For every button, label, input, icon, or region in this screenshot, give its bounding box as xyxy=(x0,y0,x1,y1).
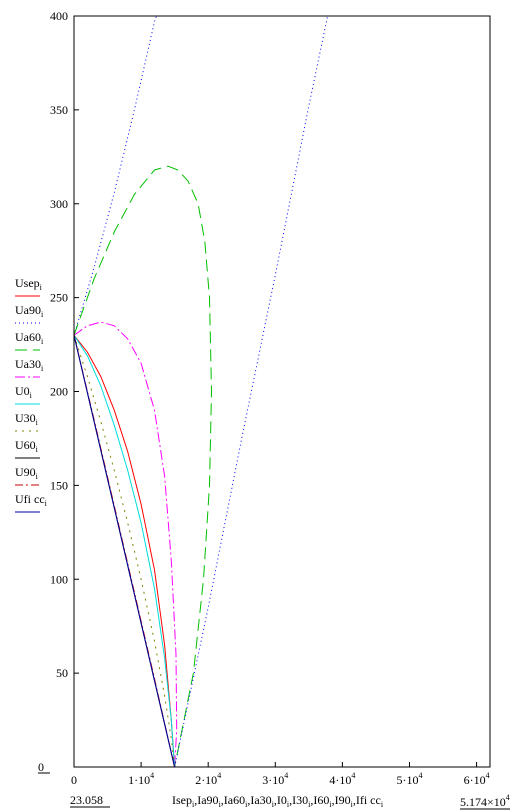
plot-frame xyxy=(73,15,491,768)
legend-label-u60: U60i xyxy=(15,438,39,454)
x-tick-label: 2·104 xyxy=(195,771,221,787)
series-line-u0 xyxy=(74,334,176,767)
x-tick-label: 4·104 xyxy=(329,771,355,787)
series-line-ua60 xyxy=(74,165,213,767)
x-tick-label: 6·104 xyxy=(464,771,490,787)
legend-label-ua30: Ua30i xyxy=(15,357,44,373)
legend-label-u90: U90i xyxy=(15,465,39,481)
plot-area xyxy=(74,16,329,767)
y-tick-label: 200 xyxy=(50,385,68,399)
series-line-u30 xyxy=(74,335,176,767)
y-tick-label: 250 xyxy=(50,291,68,305)
series-line-ua30 xyxy=(74,321,178,767)
y-tick-label: 150 xyxy=(50,478,68,492)
series-line-ua90 xyxy=(74,16,157,336)
y-min-label: 0 xyxy=(38,760,44,774)
legend-label-ua90: Ua90i xyxy=(15,303,44,319)
x-tick-label: 1·104 xyxy=(128,771,154,787)
axes: 50 100 150 200 250 300 350 400 0 0 1·104 2·104 3·104… xyxy=(38,9,510,810)
y-tick-label: 350 xyxy=(50,103,68,117)
legend-label-ua60: Ua60i xyxy=(15,330,44,346)
y-tick-label: 50 xyxy=(56,666,68,680)
legend-label-uficc: Ufi cci xyxy=(15,492,48,508)
legend-label-u0: U0i xyxy=(15,384,33,400)
x-axis-label: Isepi,Ia90i,Ia60i,Ia30i,I0i,I30i,I60i,I9… xyxy=(172,793,384,809)
series-line-ua90b xyxy=(174,16,329,767)
legend-label-u30: U30i xyxy=(15,411,39,427)
legend: Usepi Ua90i Ua60i Ua30i U0i U30i U60i U90i Ufi c… xyxy=(15,276,48,513)
x-max-label: 5.174×104 xyxy=(460,793,510,809)
y-tick-label: 300 xyxy=(50,197,68,211)
y-tick-label: 400 xyxy=(50,9,68,23)
x-min-label: 23.058 xyxy=(70,793,103,807)
x-tick-label: 5·104 xyxy=(396,771,422,787)
y-tick-label: 100 xyxy=(50,572,68,586)
legend-label-usep: Usepi xyxy=(15,276,43,292)
series-line-usep xyxy=(74,334,176,767)
x-tick-label: 3·104 xyxy=(262,771,288,787)
series-line-uficc xyxy=(74,335,176,767)
x-tick-label: 0 xyxy=(71,773,77,787)
